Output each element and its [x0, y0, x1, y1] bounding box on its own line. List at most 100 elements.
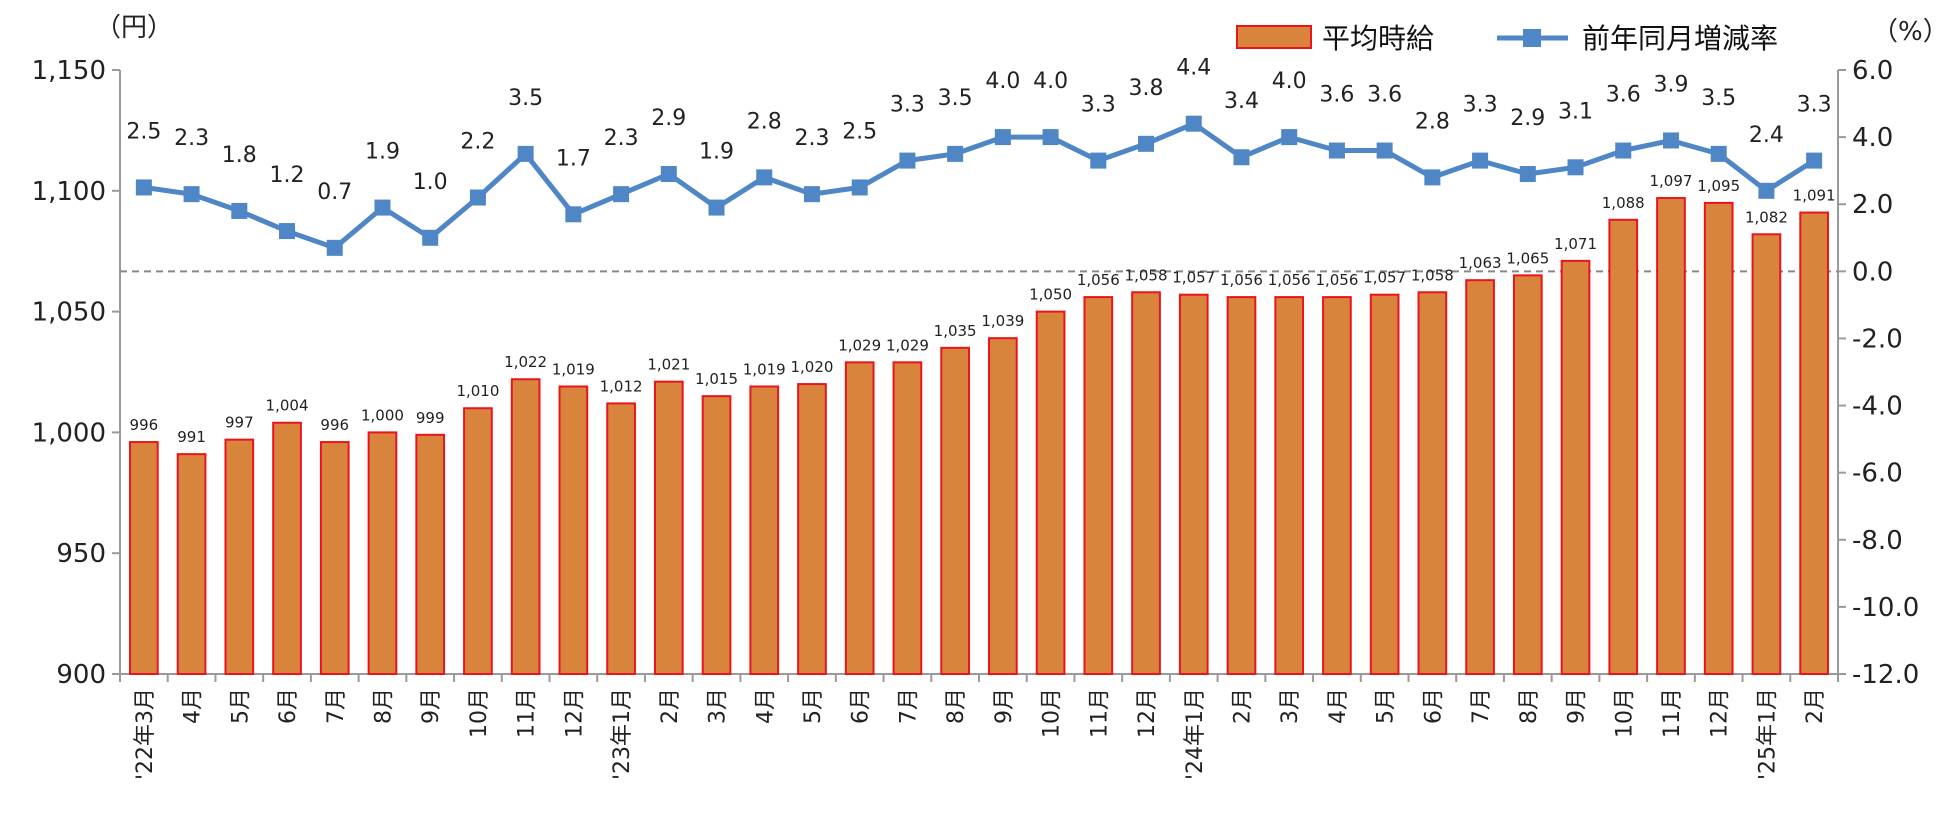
bar-series: [129, 197, 1829, 676]
line-marker: [1615, 142, 1632, 159]
left-y-tick-label: 900: [56, 660, 106, 690]
bar-data-label: 1,082: [1745, 208, 1788, 226]
left-y-tick-label: 950: [56, 539, 106, 569]
bar: [558, 385, 589, 675]
line-marker: [1376, 142, 1393, 159]
bar-data-label: 1,056: [1077, 271, 1120, 289]
bar-data-label: 1,088: [1602, 194, 1645, 212]
right-y-tick-label: -6.0: [1852, 459, 1903, 489]
bar: [797, 383, 827, 675]
bar: [1703, 201, 1734, 675]
bar-data-labels: 996 991 997 1,004 996 1,000 999 1,010 1,022 1,019…: [130, 172, 1836, 446]
line-series: [135, 115, 1823, 256]
x-tick-label: 9月: [992, 688, 1017, 724]
bar-data-label: 1,021: [647, 356, 690, 374]
bar-data-label: 1,019: [743, 360, 786, 378]
bar: [1035, 310, 1066, 675]
x-tick-label: 3月: [1278, 688, 1303, 724]
line-data-label: 4.0: [1272, 69, 1307, 94]
line-marker: [1328, 142, 1345, 159]
bar-data-label: 1,071: [1554, 235, 1597, 253]
line-marker: [374, 199, 391, 216]
x-tick-label: '23年1月: [610, 688, 635, 780]
x-tick-label: 11月: [1087, 688, 1112, 738]
bar-data-label: 1,020: [790, 358, 833, 376]
line-marker: [1710, 145, 1727, 162]
left-axis-unit: （円）: [95, 13, 173, 43]
bar-data-label: 1,029: [838, 336, 881, 354]
bar: [1322, 296, 1352, 675]
bar-data-label: 1,019: [552, 360, 595, 378]
line-data-labels: 2.5 2.3 1.8 1.2 0.7 1.9 1.0 2.2 3.5 1.7 2.3 2.9 1.9 2…: [126, 56, 1831, 205]
x-tick-label: 6月: [1421, 688, 1446, 724]
right-y-tick-label: 4.0: [1852, 123, 1893, 153]
line-marker: [851, 179, 868, 196]
line-data-label: 1.8: [222, 143, 257, 168]
bar-data-label: 1,095: [1697, 177, 1740, 195]
line-data-label: 2.3: [174, 126, 209, 151]
bar-data-label: 991: [177, 428, 206, 446]
line-data-label: 3.3: [890, 93, 925, 118]
bar: [988, 337, 1018, 675]
x-tick-label: 10月: [1612, 688, 1637, 738]
x-tick-label: 5月: [228, 688, 253, 724]
bar: [272, 421, 302, 675]
bar: [1608, 218, 1639, 676]
right-y-tick-label: -8.0: [1852, 526, 1903, 556]
bar-data-label: 1,057: [1363, 269, 1406, 287]
line-data-label: 2.3: [794, 126, 829, 151]
x-tick-label: 4月: [181, 688, 206, 724]
line-data-label: 3.3: [1797, 93, 1832, 118]
bar-data-label: 1,029: [886, 336, 929, 354]
bar-data-label: 1,058: [1411, 266, 1454, 284]
legend-bar-label: 平均時給: [1322, 22, 1434, 55]
line-marker: [613, 186, 630, 203]
line-marker: [899, 152, 916, 169]
x-tick-label: 4月: [1326, 688, 1351, 724]
line-data-label: 3.9: [1653, 72, 1688, 97]
line-marker: [1138, 135, 1155, 152]
left-y-tick-label: 1,000: [32, 418, 106, 448]
line-data-label: 1.9: [365, 140, 400, 165]
line-marker: [1519, 166, 1536, 183]
line-data-label: 2.8: [1415, 109, 1450, 134]
bar-data-label: 1,056: [1268, 271, 1311, 289]
x-tick-label: 2月: [658, 688, 683, 724]
x-tick-label: '25年1月: [1755, 688, 1780, 780]
bar-data-label: 999: [416, 409, 445, 427]
bar-data-label: 1,050: [1029, 286, 1072, 304]
bar-data-label: 1,057: [1172, 269, 1215, 287]
x-tick-label: 7月: [324, 688, 349, 724]
bar-data-label: 1,097: [1649, 172, 1692, 190]
x-tick-label: 8月: [371, 688, 396, 724]
x-tick-label: 12月: [1708, 688, 1733, 738]
x-tick-label: 12月: [562, 688, 587, 738]
bar: [1178, 293, 1209, 675]
x-tick-label: '24年1月: [1183, 688, 1208, 780]
bar-data-label: 996: [320, 416, 349, 434]
bar: [1465, 279, 1495, 675]
line-data-label: 1.0: [413, 170, 448, 195]
bar-data-label: 1,015: [695, 370, 738, 388]
bar-data-label: 996: [130, 416, 159, 434]
x-tick-label: 9月: [419, 688, 444, 724]
line-data-label: 2.5: [126, 119, 161, 144]
bar: [940, 346, 970, 675]
bar-data-label: 1,091: [1793, 187, 1836, 205]
line-data-label: 2.2: [460, 130, 495, 155]
line-data-label: 1.7: [556, 146, 591, 171]
x-tick-label: 2月: [1803, 688, 1828, 724]
line-data-label: 2.9: [651, 106, 686, 131]
line-marker: [326, 239, 343, 256]
right-y-tick-label: 6.0: [1852, 56, 1893, 86]
line-data-label: 3.3: [1463, 93, 1498, 118]
left-y-tick-labels: 900 950 1,000 1,050 1,100 1,150: [32, 56, 106, 690]
bar: [1799, 211, 1829, 675]
line-marker: [803, 186, 820, 203]
bar-data-label: 1,056: [1220, 271, 1263, 289]
bar-data-label: 1,022: [504, 353, 547, 371]
bar: [1083, 296, 1114, 675]
right-y-tick-labels: -12.0 -10.0 -8.0 -6.0 -4.0 -2.0 0.0 2.0 4.0 6.0: [1852, 56, 1919, 690]
bar: [844, 361, 875, 675]
